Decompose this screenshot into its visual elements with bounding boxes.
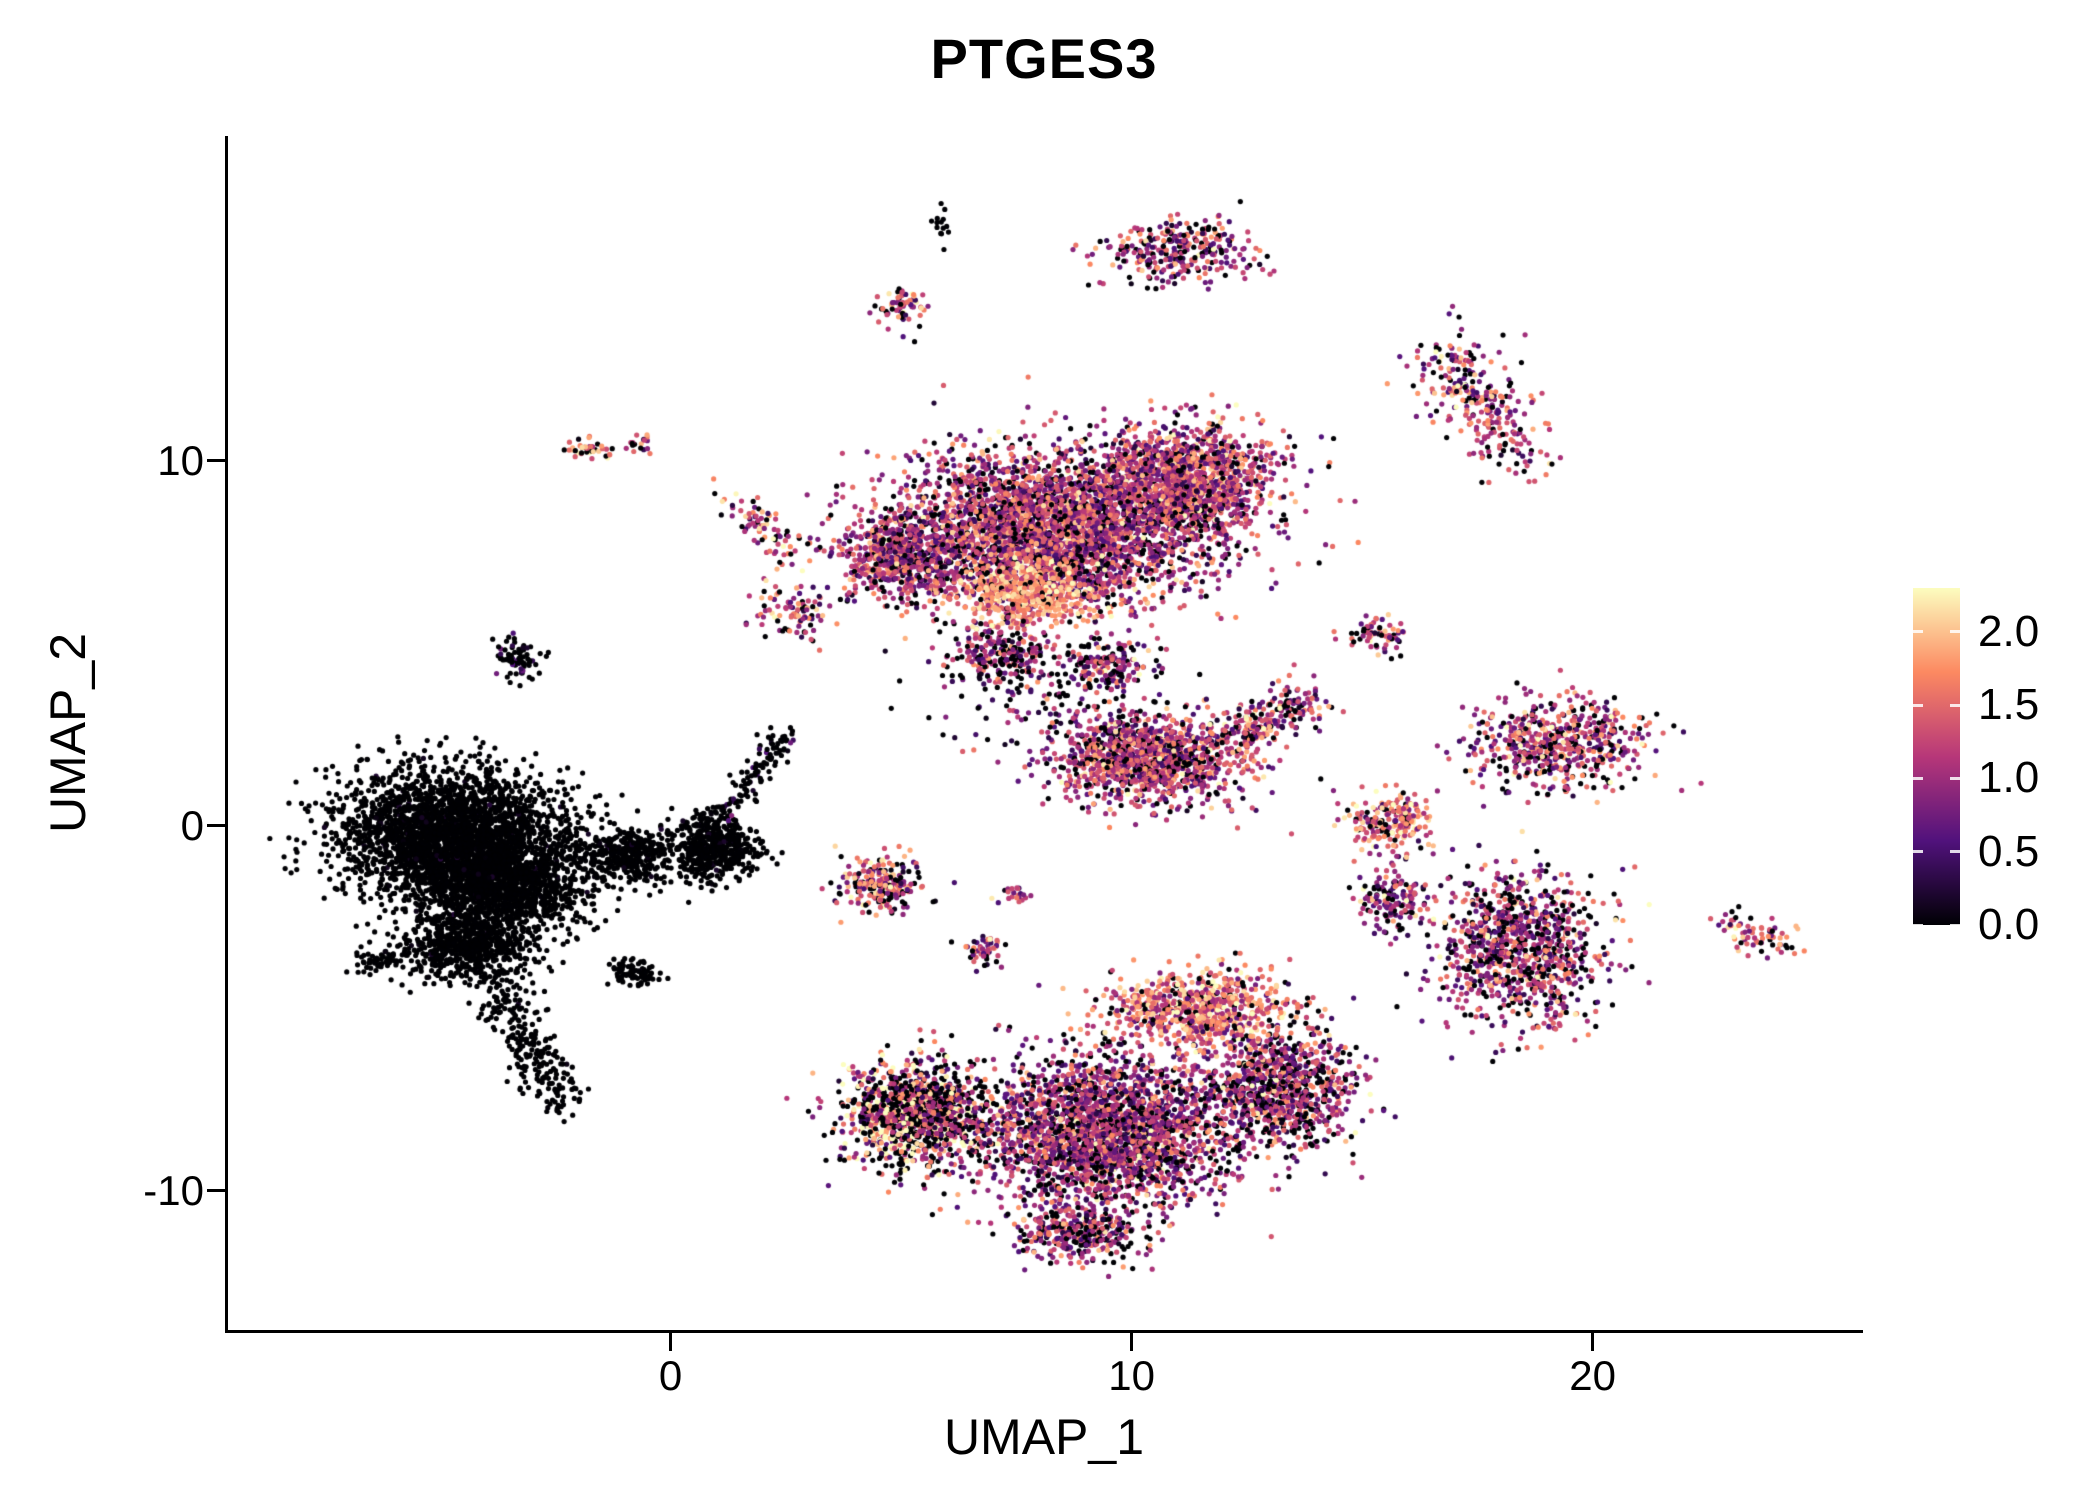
colorbar-tick-label: 0.0 [1978,900,2040,949]
y-tick-mark [207,459,225,463]
x-axis-title: UMAP_1 [943,1409,1145,1465]
colorbar-tick-mark [1950,630,1960,634]
colorbar-tick-mark [1950,923,1960,927]
colorbar-tick-label: 0.5 [1978,826,2040,876]
x-axis-line [225,1330,1863,1333]
colorbar-tick-mark [1950,850,1960,854]
x-tick-mark [669,1333,673,1351]
y-tick-label: 0 [180,801,204,849]
colorbar-gradient [1913,588,1960,925]
colorbar-tick-label: 2.0 [1978,606,2040,656]
scatter-panel-canvas [228,136,1860,1333]
colorbar-tick-mark [1913,703,1923,707]
colorbar-tick-mark [1913,850,1923,854]
y-tick-mark [207,824,225,828]
plot-title: PTGES3 [930,27,1158,90]
x-tick-label: 20 [1569,1352,1616,1399]
y-axis-title: UMAP_2 [40,632,96,834]
y-tick-label: -10 [143,1166,204,1214]
y-tick-label: 10 [157,436,204,484]
colorbar-legend [1913,588,1960,927]
colorbar-tick-mark [1913,923,1923,927]
y-axis-line [225,136,228,1333]
colorbar-tick-mark [1913,776,1923,780]
colorbar-tick-label: 1.0 [1978,753,2040,803]
y-tick-mark [207,1189,225,1193]
x-tick-mark [1591,1333,1595,1351]
colorbar-tick-mark [1913,630,1923,634]
colorbar-tick-label: 1.5 [1978,680,2040,730]
x-tick-mark [1130,1333,1134,1351]
colorbar-tick-mark [1950,703,1960,707]
x-tick-label: 0 [658,1352,683,1399]
x-tick-label: 10 [1108,1352,1155,1399]
colorbar-tick-mark [1950,776,1960,780]
